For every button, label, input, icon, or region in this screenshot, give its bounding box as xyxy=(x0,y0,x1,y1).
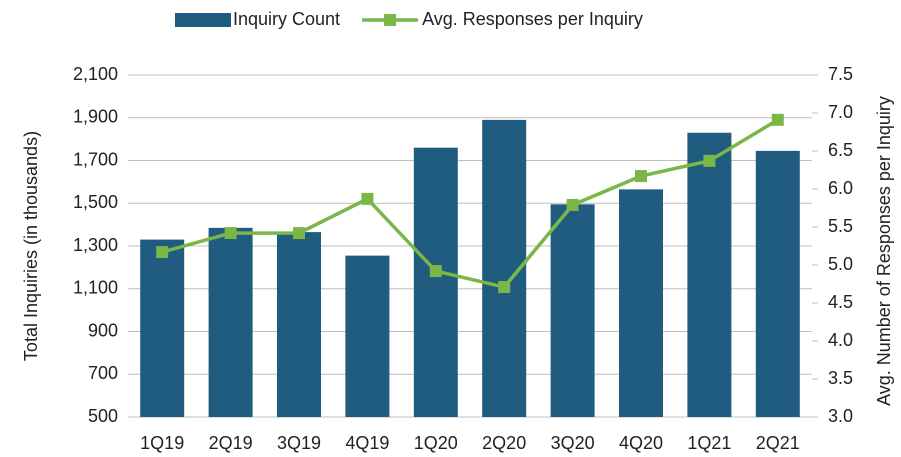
y2-tick-label: 7.0 xyxy=(828,102,853,122)
x-tick-label: 2Q21 xyxy=(756,433,800,453)
y-tick-label: 1,300 xyxy=(73,235,118,255)
x-tick-label: 2Q19 xyxy=(209,433,253,453)
x-tick-label: 4Q20 xyxy=(619,433,663,453)
y2-tick-label: 4.0 xyxy=(828,330,853,350)
x-tick-label: 2Q20 xyxy=(482,433,526,453)
y2-tick-label: 5.5 xyxy=(828,216,853,236)
line-marker xyxy=(293,227,305,240)
bar xyxy=(619,189,663,417)
y-axis-title: Total Inquiries (in thousands) xyxy=(21,131,41,361)
bar xyxy=(345,255,390,417)
bar xyxy=(755,150,800,417)
y2-axis-title: Avg. Number of Responses per Inquiry xyxy=(874,96,894,406)
legend-label: Avg. Responses per Inquiry xyxy=(422,9,643,29)
y-tick-label: 500 xyxy=(88,406,118,426)
y2-tick-label: 6.5 xyxy=(828,140,853,160)
y2-tick-label: 3.5 xyxy=(828,368,853,388)
y-tick-label: 1,500 xyxy=(73,192,118,212)
x-tick-label: 3Q20 xyxy=(551,433,595,453)
line-marker xyxy=(566,198,579,211)
y-tick-label: 900 xyxy=(88,320,118,340)
x-tick-label: 4Q19 xyxy=(345,433,389,453)
y-tick-label: 1,700 xyxy=(73,149,118,169)
bar xyxy=(687,132,732,417)
line-marker xyxy=(703,154,716,167)
legend: Inquiry Count Avg. Responses per Inquiry xyxy=(175,9,643,29)
line-marker xyxy=(224,227,237,240)
legend-label: Inquiry Count xyxy=(233,9,340,29)
bar xyxy=(277,232,321,417)
line-marker xyxy=(771,113,784,126)
bar xyxy=(208,227,253,417)
y2-tick-label: 3.0 xyxy=(828,406,853,426)
legend-swatch xyxy=(384,14,397,26)
line-marker xyxy=(429,265,442,278)
y2-tick-label: 5.0 xyxy=(828,254,853,274)
line xyxy=(161,118,779,289)
y2-tick-label: 7.5 xyxy=(828,64,853,84)
line-marker xyxy=(635,170,647,183)
y-tick-label: 2,100 xyxy=(73,64,118,84)
bar xyxy=(140,239,185,417)
line-marker xyxy=(498,281,511,294)
line-marker xyxy=(361,192,374,205)
x-tick-label: 1Q19 xyxy=(140,433,184,453)
y-tick-label: 700 xyxy=(88,363,118,383)
bar xyxy=(550,204,595,417)
bar xyxy=(413,147,458,418)
y-tick-label: 1,100 xyxy=(73,278,118,298)
y-tick-label: 1,900 xyxy=(73,107,118,127)
x-tick-label: 3Q19 xyxy=(277,433,321,453)
line-marker xyxy=(156,246,169,259)
x-tick-label: 1Q21 xyxy=(687,433,731,453)
y2-tick-label: 6.0 xyxy=(828,178,853,198)
x-tick-label: 1Q20 xyxy=(414,433,458,453)
y2-tick-label: 4.5 xyxy=(828,292,853,312)
legend-swatch xyxy=(175,13,231,27)
